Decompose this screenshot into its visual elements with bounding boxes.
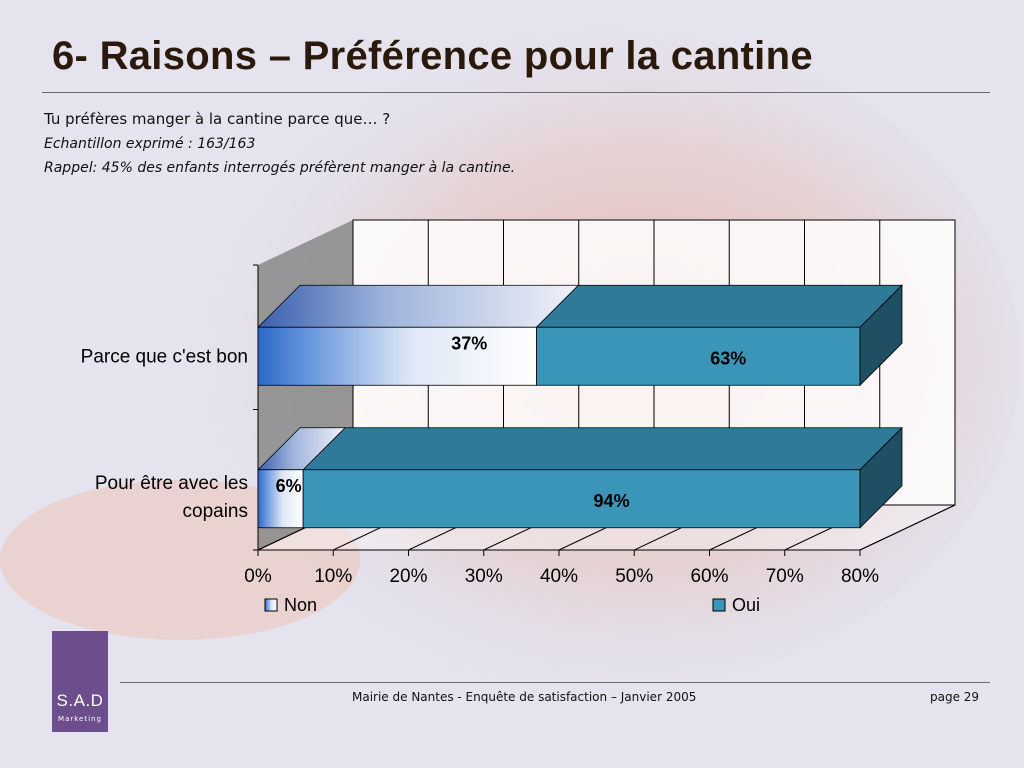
logo-subtitle: Marketing — [58, 715, 102, 723]
bar-non — [257, 469, 304, 529]
bar-non — [257, 326, 537, 386]
data-label: 94% — [594, 491, 630, 511]
x-tick-label: 50% — [615, 566, 653, 587]
sad-marketing-logo: S.A.D Marketing — [52, 631, 108, 732]
stacked-bar-chart: 0% 10% 20% 30% 40% 50% 60% 70% 80% 37% 63% Parce qu… — [81, 219, 956, 615]
footer-divider — [120, 682, 990, 683]
bar-side-face — [859, 284, 903, 387]
x-tick-label: 60% — [690, 566, 728, 587]
floor-gridline — [859, 504, 956, 551]
legend-label-oui: Oui — [732, 595, 760, 615]
logo-brand: S.A.D — [56, 691, 104, 710]
bar-top-non — [257, 284, 580, 328]
category-label: copains — [183, 501, 249, 522]
bar-side-face — [859, 426, 903, 529]
bar-oui — [536, 326, 861, 386]
legend-label-non: Non — [284, 595, 317, 615]
x-tick-label: 30% — [465, 566, 503, 587]
bar-top-oui — [535, 284, 903, 328]
category-label: Pour être avec les — [95, 473, 248, 494]
page-number: page 29 — [930, 690, 980, 704]
x-tick-label: 80% — [841, 566, 879, 587]
x-tick-label: 10% — [314, 566, 352, 587]
title-divider — [42, 92, 990, 93]
bar-oui — [302, 469, 861, 529]
footer-caption: Mairie de Nantes - Enquête de satisfacti… — [352, 690, 697, 704]
data-label: 37% — [451, 333, 487, 353]
category-label: Parce que c'est bon — [81, 346, 248, 367]
x-tick-label: 20% — [389, 566, 427, 587]
bar-top-oui — [302, 427, 903, 471]
legend-swatch-oui — [712, 598, 726, 612]
reminder-note: Rappel: 45% des enfants interrogés préfè… — [44, 160, 516, 176]
page-title: 6- Raisons – Préférence pour la cantine — [52, 34, 813, 78]
sample-size-note: Echantillon exprimé : 163/163 — [44, 136, 256, 152]
x-tick-label: 70% — [766, 566, 804, 587]
legend-swatch-non — [264, 598, 278, 612]
x-tick-label: 0% — [244, 566, 272, 587]
survey-question: Tu préfères manger à la cantine parce qu… — [44, 110, 391, 128]
data-label: 6% — [276, 476, 302, 496]
x-tick-label: 40% — [540, 566, 578, 587]
data-label: 63% — [710, 348, 746, 368]
